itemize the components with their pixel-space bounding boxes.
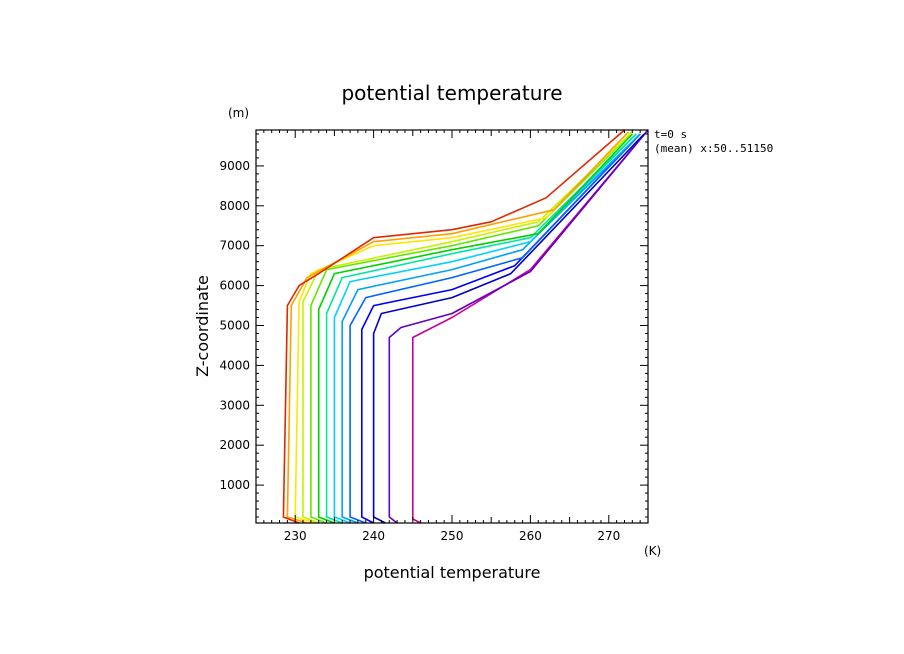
series-line-14 — [282, 129, 626, 524]
x-tick-label: 240 — [362, 529, 385, 543]
series-line-3 — [372, 133, 645, 524]
chart-title: potential temperature — [341, 81, 562, 105]
x-unit-label: (K) — [644, 544, 661, 558]
y-tick-label: 2000 — [219, 438, 250, 452]
series-line-10 — [310, 131, 633, 524]
x-tick-label: 260 — [519, 529, 542, 543]
y-tick-label: 8000 — [219, 199, 250, 213]
y-tick-label: 1000 — [219, 478, 250, 492]
series-line-4 — [361, 133, 641, 524]
series-line-9 — [317, 133, 633, 524]
y-tick-label: 4000 — [219, 358, 250, 372]
x-tick-label: 270 — [597, 529, 620, 543]
x-axis-label: potential temperature — [364, 563, 541, 582]
axis-layer: 230 240 250 260 270 1000 2000 3000 4000 5000 6000 7… — [219, 129, 649, 543]
y-tick-label: 7000 — [219, 239, 250, 253]
y-tick-label: 9000 — [219, 159, 250, 173]
y-unit-label: (m) — [228, 106, 249, 120]
x-tick-label: 230 — [284, 529, 307, 543]
plot-frame — [255, 129, 649, 524]
y-tick-label: 3000 — [219, 398, 250, 412]
y-tick-label: 5000 — [219, 319, 250, 333]
y-axis-label: Z-coordinate — [193, 275, 212, 377]
series-line-2 — [388, 129, 649, 524]
mean-annotation: (mean) x:50..51150 — [654, 142, 773, 155]
series-line-7 — [333, 133, 637, 524]
y-tick-label: 6000 — [219, 279, 250, 293]
series-line-13 — [286, 131, 629, 524]
series-line-8 — [325, 133, 637, 524]
series-line-12 — [294, 131, 629, 524]
x-tick-label: 250 — [441, 529, 464, 543]
time-annotation: t=0 s — [654, 128, 687, 141]
series-line-6 — [341, 133, 641, 524]
series-line-1 — [412, 129, 649, 524]
series-line-5 — [349, 133, 641, 524]
series-layer — [282, 129, 649, 524]
